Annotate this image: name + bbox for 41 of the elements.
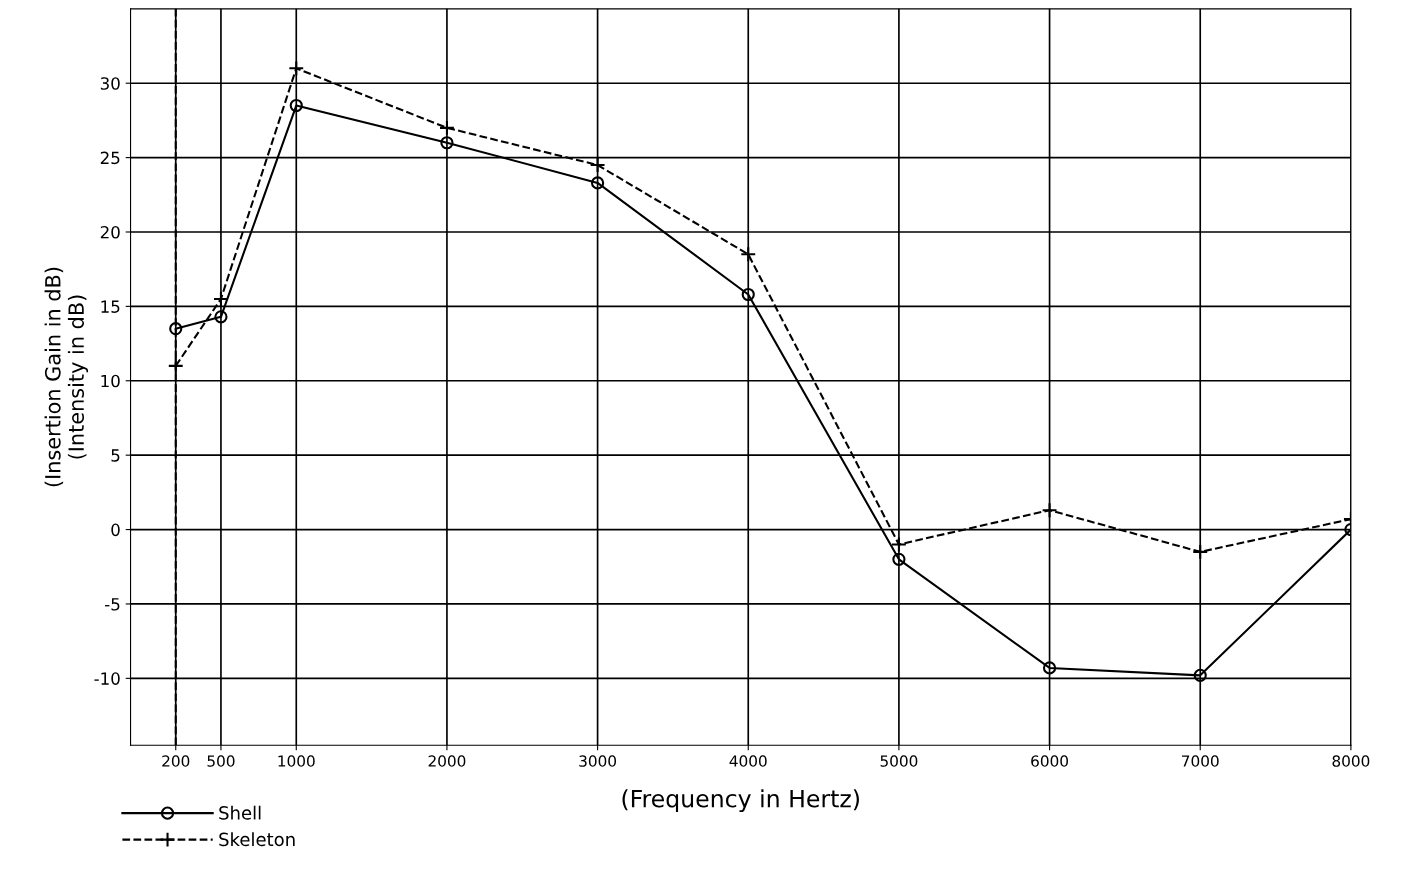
y-tick-label: 10 (101, 374, 120, 388)
y-tick-label: 30 (100, 77, 120, 90)
y-tick-label: 15 (101, 300, 120, 313)
point (890, 536, 907, 553)
x-tick-label: 500 (207, 755, 235, 767)
x-tick-label: 5000 (880, 755, 918, 767)
point (169, 322, 183, 336)
legend-label: Shell (219, 805, 261, 820)
x-tick-label: 1000 (278, 755, 315, 767)
point (591, 176, 605, 190)
point (167, 357, 184, 374)
point (212, 290, 229, 307)
y-tick-label: 0 (111, 523, 120, 537)
x-tick-label: 4000 (729, 755, 767, 767)
y-axis-title: (Insertion Gain in dB) (Intensity in dB) (44, 267, 89, 487)
y-tick-label: -5 (105, 598, 120, 611)
point (438, 119, 455, 136)
point (1042, 661, 1057, 675)
x-tick-label: 200 (162, 755, 190, 767)
point (440, 136, 454, 150)
x-tick-label: 7000 (1182, 755, 1219, 767)
x-tick-label: 3000 (579, 755, 617, 767)
point (214, 310, 228, 324)
legend-label: Skeleton (219, 832, 295, 847)
y-tick-label: 25 (100, 151, 120, 165)
x-tick-label: 2000 (428, 755, 466, 767)
point (741, 287, 755, 302)
point (1193, 668, 1207, 682)
point (589, 157, 606, 174)
point (289, 98, 303, 113)
point (740, 246, 757, 263)
point (1041, 502, 1058, 519)
x-axis-title: (Frequency in Hertz) (622, 789, 859, 813)
y-tick-label: -10 (94, 672, 120, 685)
point (1192, 543, 1209, 560)
point (288, 60, 305, 77)
y-tick-label: 20 (100, 225, 120, 239)
x-tick-label: 8000 (1332, 755, 1370, 767)
point (892, 552, 906, 566)
x-tick-label: 6000 (1031, 755, 1068, 767)
y-tick-label: 5 (111, 449, 120, 462)
